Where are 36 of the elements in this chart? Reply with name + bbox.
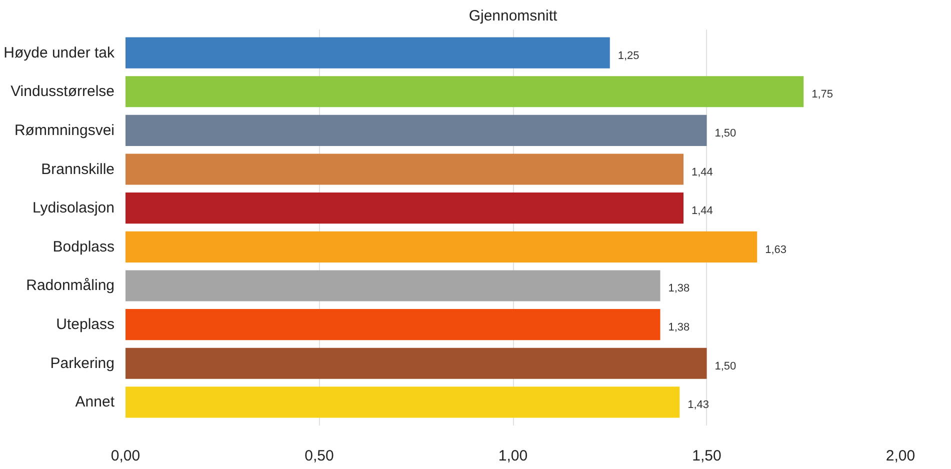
y-tick-label: Vindusstørrelse (10, 83, 115, 100)
chart-title: Gjennomsnitt (468, 8, 558, 24)
y-tick-label: Høyde under tak (4, 44, 115, 62)
data-label: 1,50 (714, 127, 736, 140)
x-tick-label: 0,00 (110, 448, 140, 464)
bar (126, 76, 804, 108)
bar (126, 270, 660, 302)
bar (126, 348, 707, 379)
x-tick-label: 1,50 (692, 448, 722, 464)
data-label: 1,44 (692, 205, 713, 218)
bar (126, 309, 660, 340)
y-tick-label: Annet (75, 394, 116, 411)
data-label: 1,38 (668, 282, 690, 295)
x-tick-label: 1,00 (498, 448, 528, 464)
y-tick-label: Lydisolasjon (32, 200, 115, 217)
bar (126, 154, 684, 185)
bar (126, 114, 707, 146)
y-tick-label: Radonmåling (26, 277, 114, 294)
data-label: 1,25 (618, 50, 640, 62)
data-label: 1,63 (765, 244, 787, 256)
bar (126, 37, 610, 68)
y-tick-label: Brannskille (41, 160, 115, 178)
data-label: 1,75 (812, 88, 834, 101)
data-label: 1,50 (714, 360, 736, 372)
bar (126, 386, 680, 418)
y-tick-label: Parkering (50, 354, 115, 372)
data-label: 1,43 (688, 399, 710, 412)
y-tick-label: Rømmningsvei (14, 122, 115, 139)
y-tick-label: Bodplass (52, 238, 115, 256)
data-label: 1,38 (668, 322, 690, 334)
bar (126, 231, 758, 262)
data-label: 1,44 (692, 166, 713, 178)
y-tick-label: Uteplass (56, 316, 114, 334)
bar (126, 192, 684, 224)
x-tick-label: 2,00 (886, 448, 916, 464)
x-tick-label: 0,50 (304, 448, 334, 464)
